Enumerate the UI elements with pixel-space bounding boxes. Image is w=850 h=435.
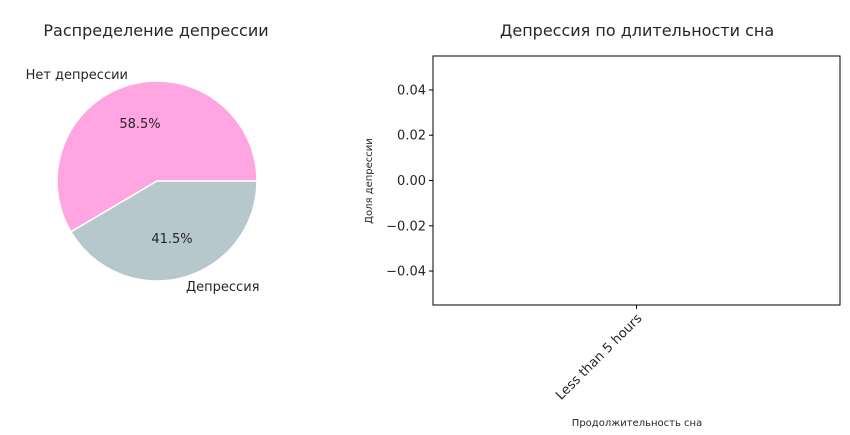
pie-slice-1 xyxy=(69,180,258,282)
pie-slice-pct-depression: 41.5% xyxy=(151,232,192,247)
bar-title: Депрессия по длительности сна xyxy=(500,21,774,40)
y-tick-label: 0.02 xyxy=(397,129,426,144)
y-axis-ticks: −0.04 −0.02 0.00 0.02 0.04 xyxy=(386,83,433,280)
pie-slice-0 xyxy=(56,80,258,233)
pie-title: Распределение депрессии xyxy=(43,21,268,40)
pie-slice-pct-no-depression: 58.5% xyxy=(119,117,160,132)
pie-chart: Распределение депрессии Нет депрессии Де… xyxy=(26,21,269,295)
y-tick-label: −0.04 xyxy=(386,265,426,280)
y-tick-label: −0.02 xyxy=(386,219,426,234)
x-axis-label: Продолжительность сна xyxy=(572,418,702,429)
y-tick-label: 0.04 xyxy=(397,83,426,98)
x-tick-label: Less than 5 hours xyxy=(553,311,645,403)
pie-slice-label-depression: Депрессия xyxy=(186,280,259,295)
pie-slices xyxy=(56,80,258,282)
pie-slice-label-no-depression: Нет депрессии xyxy=(26,68,128,83)
y-tick-label: 0.00 xyxy=(397,174,426,189)
y-axis-label: Доля депрессии xyxy=(364,138,375,224)
x-axis-ticks: Less than 5 hours xyxy=(553,305,645,403)
bar-chart: Депрессия по длительности сна −0.04 −0.02… xyxy=(364,21,841,429)
bar-axes-frame xyxy=(432,55,841,306)
